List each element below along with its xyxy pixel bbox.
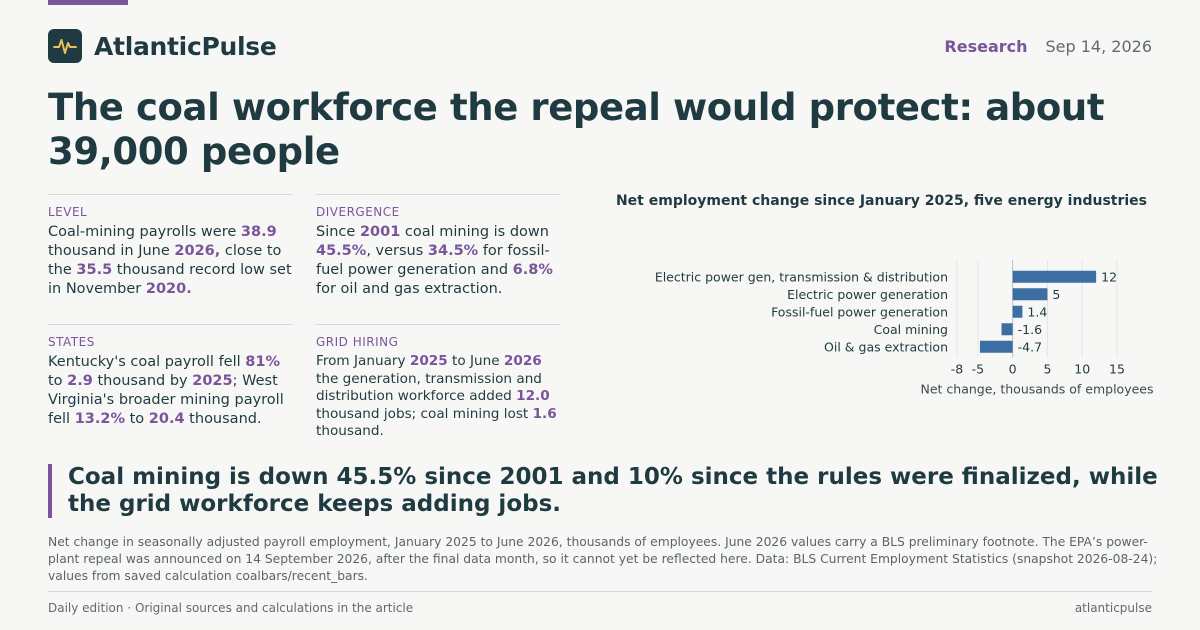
data-label: -4.7 (1018, 339, 1042, 354)
x-axis-label: Net change, thousands of employees (920, 382, 1153, 397)
pulse-icon (48, 29, 82, 63)
bar (1012, 305, 1023, 318)
data-label: 5 (1052, 287, 1060, 302)
footer: Daily edition · Original sources and cal… (48, 591, 1152, 615)
card-text-run: thousand in June (48, 243, 175, 259)
chart-svg: Net employment change since January 2025… (616, 193, 1154, 397)
card-text-run: thousand by (92, 373, 193, 389)
x-tick-label: 5 (1043, 362, 1051, 377)
bar (1012, 270, 1097, 283)
card-text-run: Since (316, 224, 360, 240)
highlight-value: 2.9 (67, 373, 93, 389)
x-tick-label: -8 (951, 362, 964, 377)
card-text-run: close to the (48, 243, 282, 278)
card-label: DIVERGENCE (316, 205, 400, 219)
card-text-run: to (48, 373, 68, 389)
methodology-note: Net change in seasonally adjusted payrol… (48, 535, 1158, 583)
stat-card-grid-hiring: GRID HIRING From January 2025 to June 20… (316, 324, 560, 441)
category-label: Oil & gas extraction (824, 339, 948, 354)
brand[interactable]: AtlanticPulse (48, 29, 277, 63)
card-text-run: Kentucky's coal payroll fell (48, 354, 246, 370)
category-label: Coal mining (874, 322, 948, 337)
stat-card-states: STATES Kentucky's coal payroll fell 81% … (48, 324, 292, 429)
publish-date: Sep 14, 2026 (1045, 36, 1153, 56)
highlight-value: 2020. (145, 281, 192, 297)
card-text-run: thousand. (184, 411, 262, 427)
brand-name: AtlanticPulse (94, 31, 277, 61)
x-tick-label: 0 (1009, 362, 1017, 377)
category-label: Electric power gen, transmission & distr… (655, 269, 948, 284)
card-text-run: the generation, transmission and distrib… (316, 370, 542, 405)
card-text-run: Coal-mining payrolls were (48, 224, 241, 240)
highlight-value: 34.5% (427, 243, 479, 259)
card-label: GRID HIRING (316, 335, 399, 349)
highlight-value: 35.5 (76, 262, 113, 278)
card-text: Since 2001 coal mining is down 45.5%, ve… (316, 223, 560, 299)
card-text-run: to (125, 411, 149, 427)
section-link[interactable]: Research (944, 36, 1028, 56)
card-text-run: ; West Virginia's broader mining payroll… (48, 373, 284, 427)
headline: The coal workforce the repeal would prot… (48, 86, 1105, 173)
highlight-value: 2001 (359, 224, 401, 240)
data-label: 1.4 (1027, 304, 1047, 319)
card-text: From January 2025 to June 2026 the gener… (316, 353, 560, 441)
category-label: Electric power generation (787, 287, 948, 302)
card-text-run: From January (316, 353, 410, 369)
footer-site-link[interactable]: atlanticpulse (1074, 601, 1152, 615)
highlight-value: 81% (245, 354, 280, 370)
card-text-run: thousand. (316, 423, 384, 439)
bar (979, 340, 1013, 353)
bar-chart: Net employment change since January 2025… (600, 188, 1160, 398)
highlight-value: 45.5% (316, 243, 367, 259)
data-label: 12 (1101, 269, 1117, 284)
pull-quote: Coal mining is down 45.5% since 2001 and… (48, 464, 1158, 518)
footer-edition: Daily edition · Original sources and cal… (48, 601, 414, 615)
highlight-value: 2025 (409, 353, 448, 369)
x-tick-label: 15 (1109, 362, 1125, 377)
highlight-value: 2026, (174, 243, 221, 259)
highlight-value: 1.6 (532, 405, 557, 422)
x-tick-label: 10 (1074, 362, 1090, 377)
card-text-run: for fossil-fuel power generation and (316, 243, 550, 278)
bar (1012, 288, 1048, 301)
highlight-value: 38.9 (240, 224, 277, 240)
x-tick-label: -5 (972, 362, 984, 377)
category-label: Fossil-fuel power generation (771, 304, 948, 319)
accent-bar (48, 0, 128, 5)
highlight-value: 13.2% (74, 411, 126, 427)
highlight-value: 2026 (503, 353, 542, 369)
stat-card-level: LEVEL Coal-mining payrolls were 38.9 tho… (48, 194, 292, 299)
highlight-value: 6.8% (512, 262, 553, 278)
card-text-run: thousand record low set in November (48, 262, 292, 297)
card-text-run: coal mining is down (400, 224, 549, 240)
card-text-run: , versus (366, 243, 428, 259)
highlight-value: 2025 (192, 373, 233, 389)
data-label: -1.6 (1018, 322, 1042, 337)
highlight-value: 20.4 (148, 411, 185, 427)
chart-title: Net employment change since January 2025… (616, 193, 1147, 209)
card-text-run: to June (447, 353, 504, 369)
card-label: STATES (48, 335, 95, 349)
card-text-run: thousand jobs; coal mining lost (316, 405, 533, 422)
card-text: Coal-mining payrolls were 38.9 thousand … (48, 223, 292, 299)
card-label: LEVEL (48, 205, 88, 219)
stat-card-divergence: DIVERGENCE Since 2001 coal mining is dow… (316, 194, 560, 299)
card-text-run: for oil and gas extraction. (316, 281, 503, 297)
bar (1001, 323, 1013, 336)
card-text: Kentucky's coal payroll fell 81% to 2.9 … (48, 353, 292, 429)
highlight-value: 12.0 (516, 388, 550, 404)
article-meta: Research Sep 14, 2026 (944, 37, 1152, 56)
header: AtlanticPulse Research Sep 14, 2026 (48, 28, 1152, 64)
